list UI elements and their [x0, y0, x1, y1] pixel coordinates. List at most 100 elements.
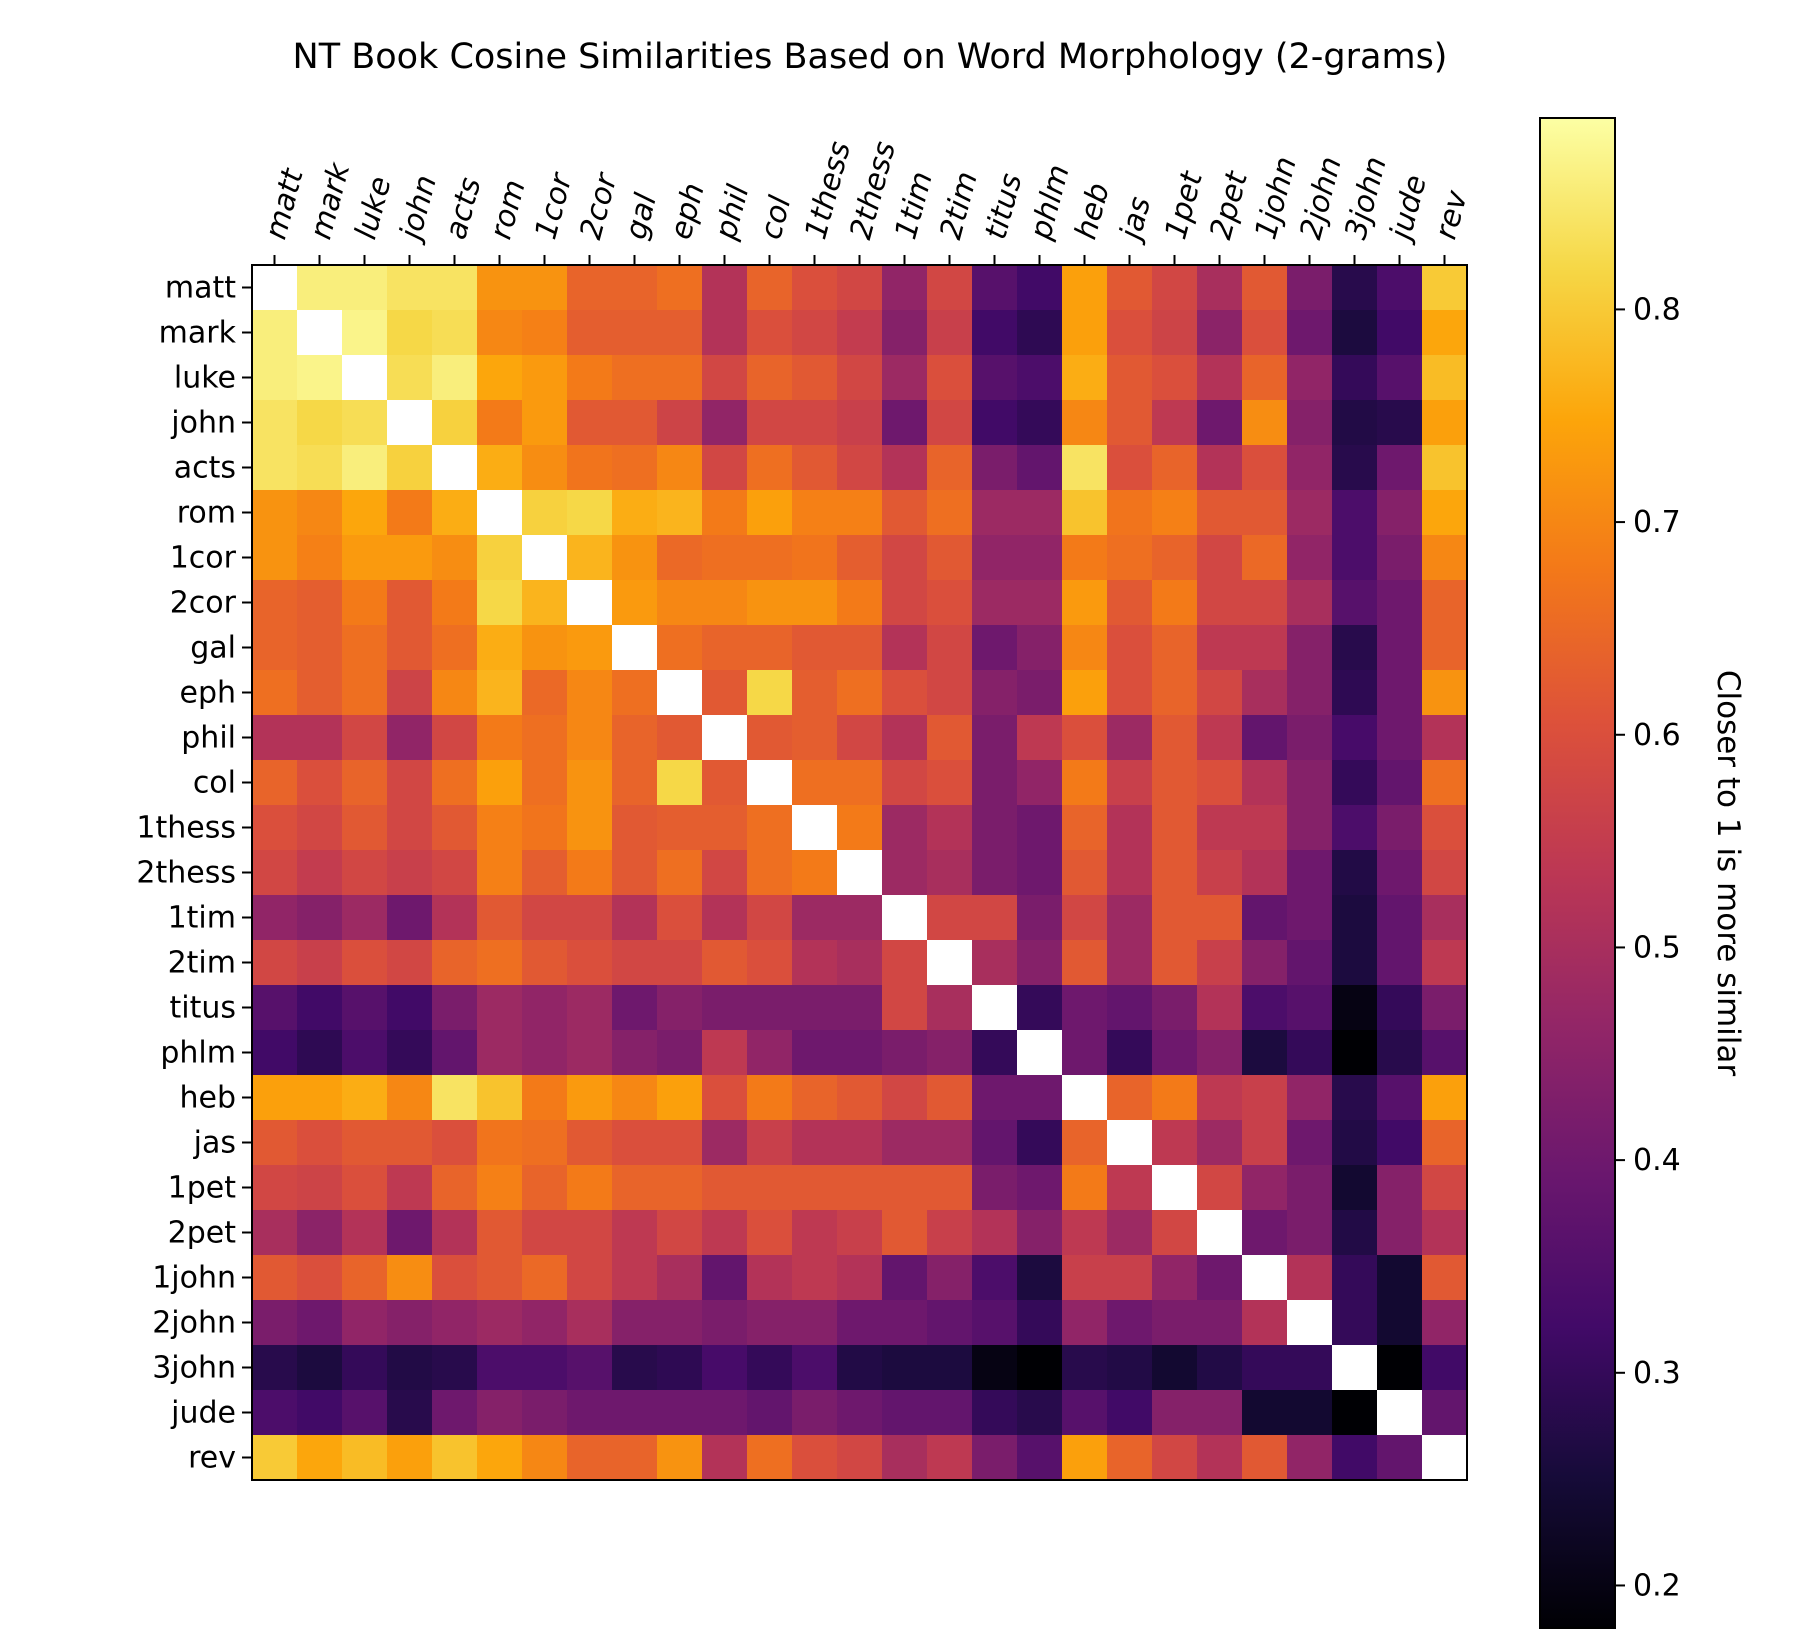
heatmap-cell-1john-1john [1242, 1255, 1288, 1301]
heatmap-cell-1tim-1tim [882, 895, 928, 941]
heatmap-cell-acts-luke [342, 445, 388, 491]
colorbar-tick-label: 0.4 [1633, 1143, 1681, 1178]
heatmap-cell-jas-rev [1422, 1120, 1468, 1166]
heatmap-cell-jas-luke [342, 1120, 388, 1166]
colorbar-tick-label: 0.6 [1633, 718, 1681, 753]
heatmap-cell-1tim-2tim [927, 895, 973, 941]
heatmap-cell-1pet-2tim [927, 1165, 973, 1211]
heatmap-cell-col-1thess [792, 760, 838, 806]
heatmap-cell-heb-jude [1377, 1075, 1423, 1121]
heatmap-cell-heb-heb [1062, 1075, 1108, 1121]
heatmap-cell-2thess-matt [252, 850, 298, 896]
heatmap-cell-matt-2cor [567, 265, 613, 311]
heatmap-cell-phil-acts [432, 715, 478, 761]
heatmap-cell-1cor-heb [1062, 535, 1108, 581]
heatmap-cell-1cor-col [747, 535, 793, 581]
heatmap-cell-phlm-jas [1107, 1030, 1153, 1076]
heatmap-cell-gal-titus [972, 625, 1018, 671]
heatmap-cell-2tim-2tim [927, 940, 973, 986]
heatmap-cell-2john-2thess [837, 1300, 883, 1346]
heatmap-cell-titus-col [747, 985, 793, 1031]
heatmap-cell-2john-mark [297, 1300, 343, 1346]
heatmap-cell-1thess-acts [432, 805, 478, 851]
heatmap-cell-phil-luke [342, 715, 388, 761]
heatmap-cell-phlm-rom [477, 1030, 523, 1076]
heatmap-cell-1pet-jude [1377, 1165, 1423, 1211]
row-labels: matt mark luke john acts rom 1cor 2cor gal eph phi… [136, 271, 252, 1476]
heatmap-cell-mark-titus [972, 310, 1018, 356]
heatmap-cell-rom-1tim [882, 490, 928, 536]
heatmap-cell-matt-jude [1377, 265, 1423, 311]
heatmap-cell-gal-1tim [882, 625, 928, 671]
heatmap-cell-rev-1john [1242, 1435, 1288, 1481]
heatmap-cell-phil-1thess [792, 715, 838, 761]
heatmap-cell-1pet-john [387, 1165, 433, 1211]
heatmap-cell-2tim-3john [1332, 940, 1378, 986]
heatmap-cell-eph-phlm [1017, 670, 1063, 716]
heatmap-cell-heb-mark [297, 1075, 343, 1121]
heatmap-cell-2thess-2john [1287, 850, 1333, 896]
heatmap-cell-2tim-john [387, 940, 433, 986]
heatmap-cell-mark-john [387, 310, 433, 356]
heatmap-cell-rom-2thess [837, 490, 883, 536]
heatmap-cell-rom-2tim [927, 490, 973, 536]
heatmap-cell-1john-rom [477, 1255, 523, 1301]
heatmap-cell-jude-1cor [522, 1390, 568, 1436]
heatmap-cell-1thess-john [387, 805, 433, 851]
heatmap-cell-rev-jude [1377, 1435, 1423, 1481]
heatmap-cell-rev-2pet [1197, 1435, 1243, 1481]
heatmap-cell-jude-1tim [882, 1390, 928, 1436]
heatmap-cell-heb-1tim [882, 1075, 928, 1121]
heatmap-cell-1cor-2john [1287, 535, 1333, 581]
heatmap-cell-1pet-eph [657, 1165, 703, 1211]
heatmap-cell-luke-phlm [1017, 355, 1063, 401]
heatmap-cell-matt-rev [1422, 265, 1468, 311]
heatmap-cell-1tim-phil [702, 895, 748, 941]
heatmap-cell-1thess-2tim [927, 805, 973, 851]
heatmap-cell-rom-1cor [522, 490, 568, 536]
heatmap-cell-rom-jude [1377, 490, 1423, 536]
heatmap-cell-luke-rev [1422, 355, 1468, 401]
heatmap-cell-1cor-luke [342, 535, 388, 581]
heatmap-cell-john-1pet [1152, 400, 1198, 446]
heatmap-cell-acts-1cor [522, 445, 568, 491]
colorbar [1539, 117, 1616, 1629]
heatmap-cell-3john-1john [1242, 1345, 1288, 1391]
heatmap-cell-titus-matt [252, 985, 298, 1031]
heatmap-cell-titus-gal [612, 985, 658, 1031]
heatmap-cell-john-1john [1242, 400, 1288, 446]
heatmap-cell-matt-2thess [837, 265, 883, 311]
heatmap-cell-1cor-jude [1377, 535, 1423, 581]
heatmap-cell-acts-3john [1332, 445, 1378, 491]
heatmap-cell-1cor-2pet [1197, 535, 1243, 581]
row-label-col: col [193, 766, 236, 801]
heatmap-cell-2tim-1pet [1152, 940, 1198, 986]
heatmap-cell-2cor-matt [252, 580, 298, 626]
heatmap-cell-gal-jude [1377, 625, 1423, 671]
heatmap-cell-acts-2john [1287, 445, 1333, 491]
heatmap-cell-eph-heb [1062, 670, 1108, 716]
heatmap-cell-titus-1cor [522, 985, 568, 1031]
heatmap-cell-1tim-luke [342, 895, 388, 941]
heatmap-cell-jas-jas [1107, 1120, 1153, 1166]
heatmap-cell-col-jas [1107, 760, 1153, 806]
heatmap-cell-2thess-acts [432, 850, 478, 896]
heatmap-cell-eph-jude [1377, 670, 1423, 716]
heatmap-cell-titus-2tim [927, 985, 973, 1031]
heatmap-cell-2cor-gal [612, 580, 658, 626]
heatmap-cell-2pet-luke [342, 1210, 388, 1256]
heatmap-cell-eph-1tim [882, 670, 928, 716]
heatmap-cell-1cor-gal [612, 535, 658, 581]
col-label-2cor: 2cor [573, 168, 624, 243]
heatmap-cell-rev-mark [297, 1435, 343, 1481]
colorbar-tick-label: 0.3 [1633, 1356, 1681, 1391]
heatmap-cell-2cor-mark [297, 580, 343, 626]
heatmap-cell-jas-mark [297, 1120, 343, 1166]
heatmap-cell-1thess-mark [297, 805, 343, 851]
heatmap-cell-titus-2thess [837, 985, 883, 1031]
heatmap-cell-col-2thess [837, 760, 883, 806]
heatmap-cell-2thess-1cor [522, 850, 568, 896]
heatmap-cell-1tim-1cor [522, 895, 568, 941]
heatmap-cell-3john-jas [1107, 1345, 1153, 1391]
heatmap-cell-2thess-jude [1377, 850, 1423, 896]
